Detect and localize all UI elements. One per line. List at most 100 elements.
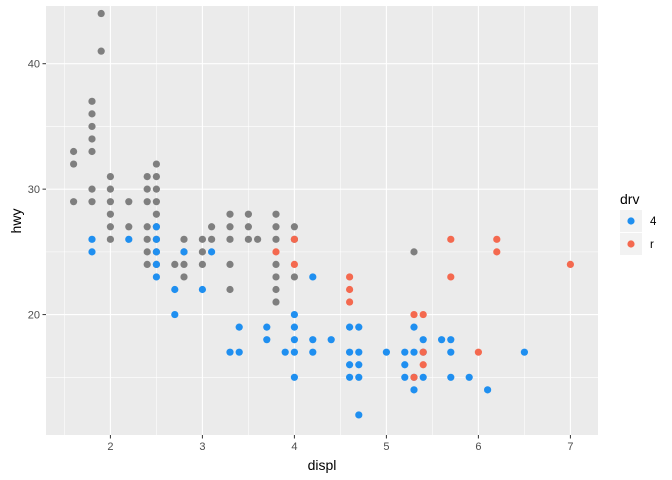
data-point: [355, 411, 363, 419]
data-point: [272, 210, 280, 218]
data-point: [281, 348, 289, 356]
data-point: [88, 185, 96, 193]
data-point: [355, 361, 363, 369]
legend-label-4: 4: [650, 216, 657, 228]
data-point: [152, 198, 160, 206]
data-point: [447, 348, 455, 356]
data-point: [290, 373, 298, 381]
data-point: [88, 135, 96, 143]
data-point: [152, 172, 160, 181]
data-point: [70, 198, 78, 206]
data-point: [226, 348, 234, 356]
y-tick-label: 20: [28, 310, 40, 322]
y-tick-label: 40: [28, 59, 40, 71]
data-point: [106, 223, 114, 231]
data-point: [208, 248, 216, 256]
data-point: [272, 273, 280, 281]
data-point: [355, 348, 363, 356]
data-point: [125, 235, 133, 243]
data-point: [419, 361, 427, 369]
data-point: [309, 336, 317, 344]
data-point: [272, 285, 280, 294]
x-axis-title: displ: [308, 457, 337, 473]
data-point: [226, 285, 234, 294]
data-point: [419, 310, 427, 319]
data-point: [419, 348, 427, 356]
data-point: [171, 260, 179, 269]
data-point: [226, 260, 234, 269]
legend-marker-4: [627, 217, 635, 225]
data-point: [88, 147, 96, 156]
data-point: [410, 373, 418, 381]
data-point: [272, 298, 280, 306]
data-point: [226, 210, 234, 218]
data-point: [272, 248, 280, 256]
x-tick-label: 6: [475, 441, 481, 453]
data-point: [198, 285, 206, 294]
data-point: [410, 348, 418, 356]
data-point: [272, 223, 280, 231]
data-point: [180, 248, 188, 256]
data-point: [309, 348, 317, 356]
data-point: [290, 235, 298, 243]
data-point: [235, 323, 243, 331]
data-point: [410, 323, 418, 331]
data-point: [290, 323, 298, 331]
data-point: [566, 260, 575, 269]
data-point: [382, 348, 390, 356]
data-point: [226, 223, 234, 231]
data-point: [419, 373, 427, 381]
data-point: [410, 310, 418, 319]
data-point: [447, 235, 455, 243]
plot-panel: [46, 6, 598, 435]
data-point: [346, 323, 354, 331]
data-point: [70, 160, 78, 168]
data-point: [327, 336, 335, 344]
data-point: [401, 373, 409, 381]
data-point: [106, 210, 114, 218]
data-point: [346, 373, 354, 381]
data-point: [263, 336, 271, 344]
data-point: [208, 235, 216, 243]
data-point: [171, 310, 179, 319]
data-point: [152, 260, 160, 269]
data-point: [88, 122, 96, 131]
data-point: [346, 273, 354, 281]
data-point: [244, 210, 252, 218]
data-point: [355, 323, 363, 331]
data-point: [180, 273, 188, 281]
data-point: [88, 97, 96, 105]
data-points: [70, 9, 575, 419]
data-point: [152, 273, 160, 281]
data-point: [226, 235, 234, 243]
data-point: [88, 248, 96, 256]
data-point: [198, 235, 206, 243]
data-point: [309, 273, 317, 281]
x-tick-label: 4: [291, 441, 297, 453]
x-tick-label: 7: [567, 441, 573, 453]
y-axis: 20 30 40: [28, 59, 46, 322]
data-point: [143, 235, 151, 243]
data-point: [465, 373, 473, 381]
data-point: [290, 273, 298, 281]
data-point: [263, 323, 271, 331]
data-point: [254, 235, 262, 243]
y-axis-title: hwy: [8, 209, 24, 234]
data-point: [290, 310, 298, 319]
data-point: [355, 373, 363, 381]
data-point: [410, 248, 418, 256]
data-point: [419, 336, 427, 344]
data-point: [143, 185, 151, 193]
x-tick-label: 5: [383, 441, 389, 453]
data-point: [346, 285, 354, 294]
legend-title: drv: [620, 191, 639, 207]
legend: drv 4 r: [620, 191, 657, 255]
data-point: [235, 348, 243, 356]
data-point: [493, 235, 501, 243]
data-point: [143, 172, 151, 181]
data-point: [143, 198, 151, 206]
data-point: [106, 235, 114, 243]
data-point: [88, 198, 96, 206]
data-point: [152, 248, 160, 256]
data-point: [346, 348, 354, 356]
